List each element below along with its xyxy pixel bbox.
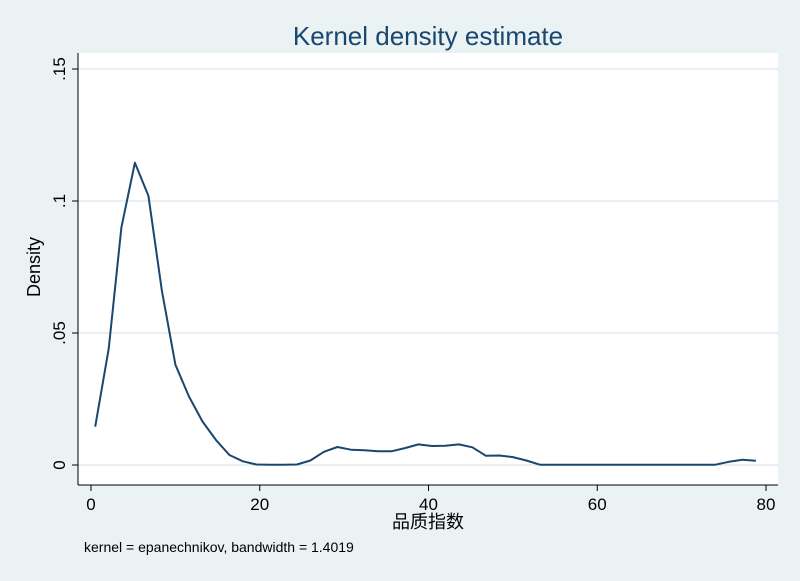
x-tick-label: 20 (250, 495, 269, 514)
plot-area (78, 53, 778, 485)
y-tick-label: .05 (50, 321, 69, 345)
y-axis-ticks: 0 .05 .1 .15 (50, 57, 78, 470)
x-tick-label: 0 (86, 495, 95, 514)
density-curve (94, 161, 756, 466)
x-tick-label: 60 (588, 495, 607, 514)
y-tick-label: .15 (50, 57, 69, 81)
y-tick-label: .1 (50, 194, 69, 208)
x-tick-label: 80 (757, 495, 776, 514)
kernel-note: kernel = epanechnikov, bandwidth = 1.401… (84, 539, 354, 555)
x-axis-ticks: 0 20 40 60 80 (86, 485, 775, 514)
x-axis-title: 品质指数 (392, 512, 464, 532)
y-tick-label: 0 (50, 460, 69, 469)
x-tick-label: 40 (419, 495, 438, 514)
chart-title: Kernel density estimate (293, 21, 563, 51)
y-axis-title: Density (24, 237, 44, 297)
